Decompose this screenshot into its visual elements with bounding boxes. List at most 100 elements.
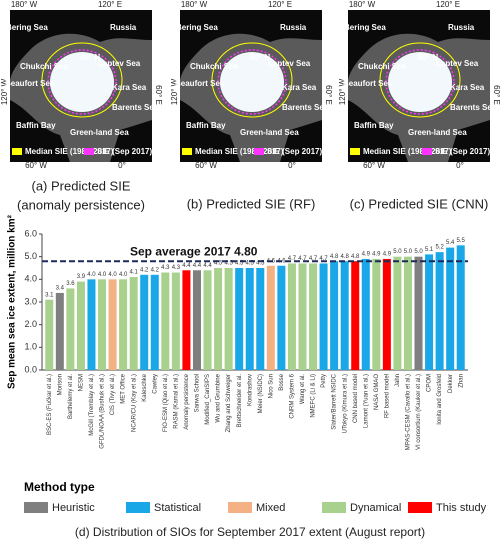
legend-swatch [228, 502, 252, 513]
bar [435, 252, 444, 370]
x-tick-label: Cawley [152, 374, 158, 394]
x-tick-label: Kaleschke [142, 373, 148, 401]
coord-label: 120° W [170, 78, 179, 105]
x-tick-label: Wu and Grumbine [216, 373, 222, 422]
bar [330, 261, 339, 370]
map-label: 80° N [250, 53, 270, 62]
map-panel: 180° W 120° E 120° W 60° E 60° W 0° Bering Sea… [338, 0, 500, 211]
map-label: Bering Sea [344, 23, 386, 32]
map-label: Chukchi Sea [358, 62, 407, 71]
value-label: 4.4 [182, 263, 191, 269]
x-tick-label: BSC-ES (Fučkar et al.) [47, 374, 53, 435]
x-tick-label: CIS (Tivy et al.) [110, 374, 116, 415]
x-tick-label: MET Office [121, 373, 127, 403]
value-label: 3.4 [56, 286, 65, 292]
value-label: 4.9 [362, 252, 371, 258]
bar [245, 268, 254, 370]
map-label: Green-land Sea [70, 128, 129, 137]
value-label: 4.0 [108, 272, 117, 278]
coord-label: 120° W [0, 78, 9, 105]
sie-edge [217, 49, 287, 115]
map-panel: 180° W 120° E 120° W 60° E 60° W 0° Bering Sea… [170, 0, 333, 211]
x-tick-label: RF based model [384, 374, 390, 418]
legend-swatch [408, 502, 432, 513]
legend-label: Statistical [154, 502, 201, 514]
bar [446, 247, 455, 370]
map-label: Baffin Bay [16, 121, 56, 130]
bar [340, 261, 349, 370]
bar [87, 279, 96, 370]
coord-label: 0° [118, 161, 126, 170]
map-label: Laptev Sea [98, 59, 141, 68]
coord-label: 60° E [324, 85, 333, 105]
x-tick-label: FIO-ESM (Qiao et al.) [163, 374, 169, 432]
legend-swatch [84, 148, 94, 155]
map-label: Barents Sea [282, 103, 329, 112]
x-tick-label: NASA GMAO [374, 374, 380, 410]
map-label: Beaufort Sea [5, 79, 55, 88]
sie-edge [385, 49, 455, 115]
bar [108, 279, 117, 370]
panel-caption: (c) Predicted SIE (CNN) [350, 196, 489, 211]
value-label: 5.5 [457, 238, 466, 244]
bar [140, 274, 149, 370]
sea-ice [388, 52, 452, 112]
panel-caption: (anomaly persistence) [17, 197, 145, 212]
sea-ice [220, 52, 284, 112]
bar [129, 277, 138, 370]
value-label: 4.5 [224, 261, 233, 267]
x-tick-label: CNN based model [353, 374, 359, 423]
x-tick-label: CNRM System 6 [290, 373, 296, 418]
bar [192, 270, 201, 370]
bar [182, 270, 191, 370]
bar [287, 263, 296, 370]
x-tick-label: Zhan [458, 374, 464, 388]
map-label: Kara Sea [112, 83, 147, 92]
map-label: Laptev Sea [268, 59, 311, 68]
coord-label: 60° E [492, 85, 500, 105]
x-tick-label: Meier (NSIDC) [258, 374, 264, 413]
bar [203, 270, 212, 370]
x-tick-label: Nico Sun [268, 374, 274, 398]
y-tick-label: 6.0 [24, 228, 37, 238]
map-label: Barents Sea [450, 103, 497, 112]
value-label: 4.4 [193, 263, 202, 269]
coord-label: 180° W [181, 0, 208, 9]
bar [171, 272, 180, 370]
x-tick-label: Morison [57, 374, 63, 395]
reference-label: Sep average 2017 4.80 [130, 244, 258, 258]
median-sie [41, 42, 123, 118]
y-tick-label: 2.0 [24, 319, 37, 329]
legend-label: SIE (Sep 2017) [97, 147, 152, 156]
y-tick-label: 4.0 [24, 274, 37, 284]
bar [414, 256, 423, 370]
bar [256, 268, 265, 370]
coord-label: 0° [456, 161, 464, 170]
legend-label: Heuristic [52, 502, 95, 514]
coord-label: 60° E [154, 85, 163, 105]
value-label: 4.9 [372, 252, 381, 258]
x-tick-label: Dekker [448, 374, 454, 393]
x-tick-label: Wang et al. [300, 374, 306, 404]
value-label: 4.8 [351, 254, 360, 260]
value-label: 4.3 [172, 265, 181, 271]
x-tick-label: Bosse [279, 373, 285, 390]
legend-swatch [12, 148, 22, 155]
value-label: 5.0 [393, 249, 402, 255]
coord-label: 60° W [195, 161, 217, 170]
legend-swatch [322, 502, 346, 513]
map-label: Kara Sea [450, 83, 485, 92]
value-label: 5.4 [446, 240, 455, 246]
coord-label: 180° W [11, 0, 38, 9]
legend-label: Median SIE (1982-2017) [363, 147, 452, 156]
value-label: 5.0 [414, 249, 423, 255]
bar [235, 268, 244, 370]
coord-label: 60° W [363, 161, 385, 170]
map-land [348, 10, 490, 162]
y-tick-label: 3.0 [24, 296, 37, 306]
map-panel: 180° W 120° E 120° W 60° E 60° W 0° Bering Sea… [0, 0, 163, 212]
value-label: 5.0 [404, 249, 413, 255]
value-label: 4.9 [383, 252, 392, 258]
value-label: 5.2 [435, 245, 444, 251]
